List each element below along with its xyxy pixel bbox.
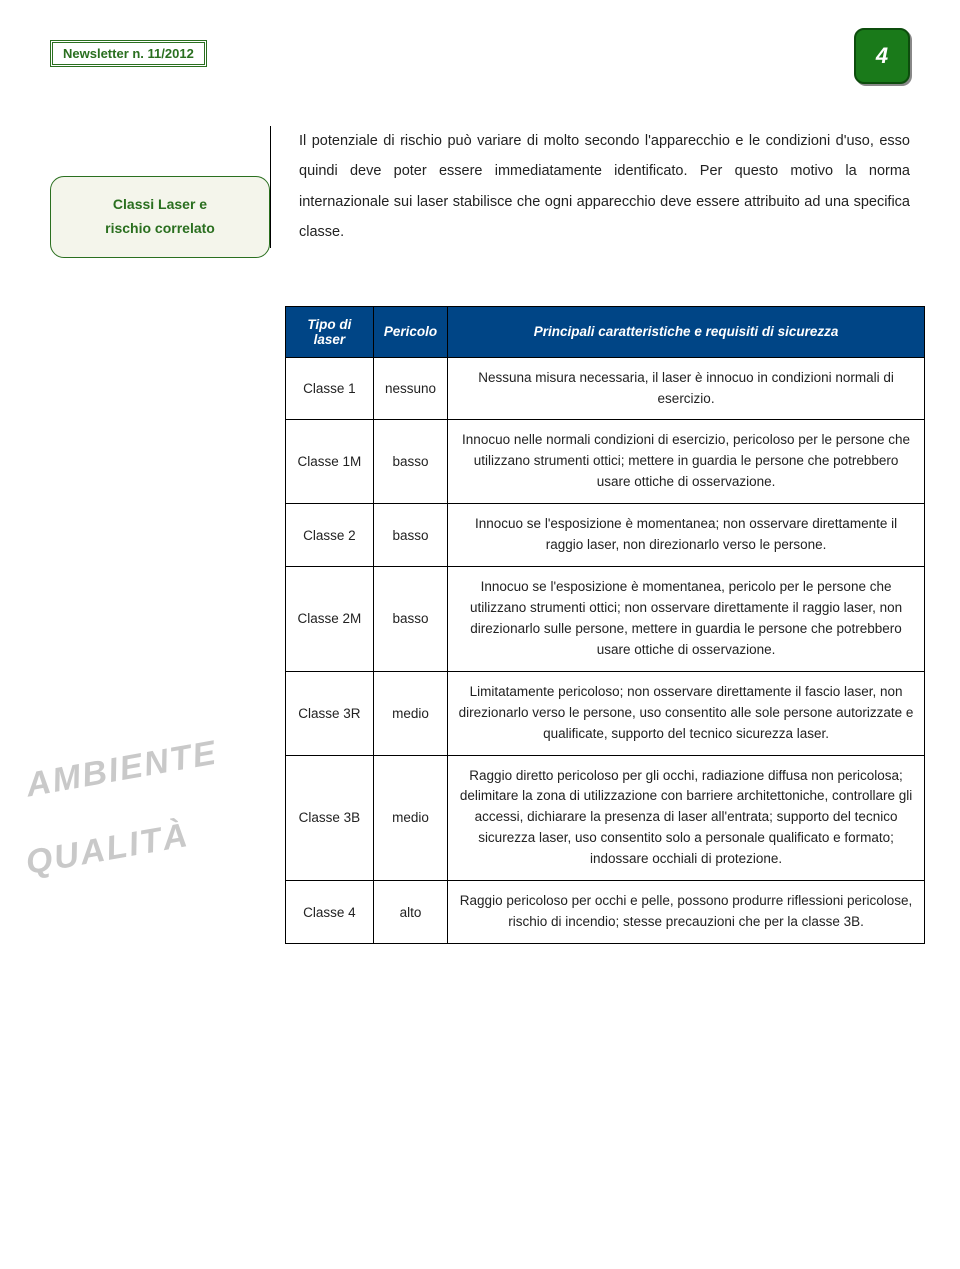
table-row: Classe 4 alto Raggio pericoloso per occh… [286,881,925,944]
cell-desc: Innocuo se l'esposizione è momentanea, p… [448,567,925,672]
laser-table-wrapper: Tipo di laser Pericolo Principali caratt… [285,306,925,944]
content-row: Classi Laser e rischio correlato Il pote… [50,126,910,258]
watermark-qualita: QUALITÀ [23,816,192,883]
cell-type: Classe 4 [286,881,374,944]
table-row: Classe 3B medio Raggio diretto pericolos… [286,755,925,881]
callout-box: Classi Laser e rischio correlato [50,176,270,258]
laser-classes-table: Tipo di laser Pericolo Principali caratt… [285,306,925,944]
cell-risk: medio [373,755,447,881]
cell-type: Classe 3B [286,755,374,881]
cell-type: Classe 3R [286,671,374,755]
table-row: Classe 2M basso Innocuo se l'esposizione… [286,567,925,672]
table-body: Classe 1 nessuno Nessuna misura necessar… [286,357,925,943]
th-risk: Pericolo [373,306,447,357]
table-row: Classe 2 basso Innocuo se l'esposizione … [286,504,925,567]
intro-paragraph: Il potenziale di rischio può variare di … [270,126,910,248]
cell-desc: Limitatamente pericoloso; non osservare … [448,671,925,755]
cell-risk: basso [373,504,447,567]
left-column: Classi Laser e rischio correlato [50,126,270,258]
table-row: Classe 3R medio Limitatamente pericoloso… [286,671,925,755]
watermark-ambiente: AMBIENTE [23,733,220,805]
cell-desc: Raggio pericoloso per occhi e pelle, pos… [448,881,925,944]
cell-desc: Raggio diretto pericoloso per gli occhi,… [448,755,925,881]
newsletter-label: Newsletter n. 11/2012 [50,40,207,67]
cell-type: Classe 1 [286,357,374,420]
top-row: Newsletter n. 11/2012 4 [50,40,910,96]
cell-risk: medio [373,671,447,755]
cell-desc: Innocuo nelle normali condizioni di eser… [448,420,925,504]
cell-risk: nessuno [373,357,447,420]
th-desc: Principali caratteristiche e requisiti d… [448,306,925,357]
table-row: Classe 1 nessuno Nessuna misura necessar… [286,357,925,420]
cell-risk: basso [373,567,447,672]
table-header-row: Tipo di laser Pericolo Principali caratt… [286,306,925,357]
cell-risk: alto [373,881,447,944]
cell-type: Classe 2M [286,567,374,672]
th-type: Tipo di laser [286,306,374,357]
callout-line-2: rischio correlato [65,217,255,241]
cell-type: Classe 1M [286,420,374,504]
cell-desc: Nessuna misura necessaria, il laser è in… [448,357,925,420]
page-number-badge: 4 [854,28,910,84]
table-row: Classe 1M basso Innocuo nelle normali co… [286,420,925,504]
cell-risk: basso [373,420,447,504]
callout-line-1: Classi Laser e [65,193,255,217]
cell-desc: Innocuo se l'esposizione è momentanea; n… [448,504,925,567]
page-number: 4 [876,43,888,69]
page-container: Newsletter n. 11/2012 4 Classi Laser e r… [0,0,960,1269]
cell-type: Classe 2 [286,504,374,567]
